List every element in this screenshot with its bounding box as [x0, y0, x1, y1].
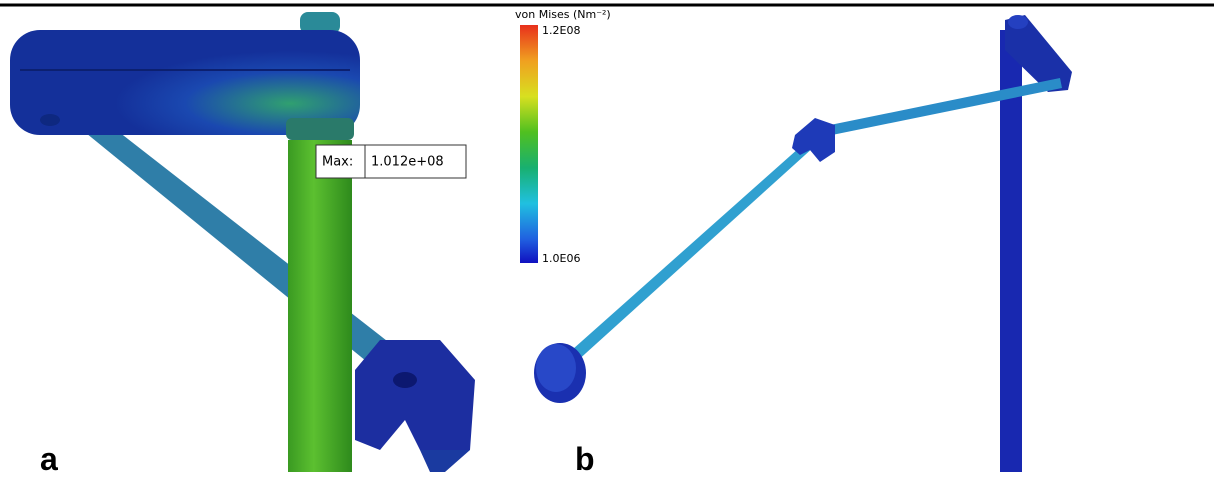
panel-label: b [575, 441, 595, 477]
disc-face [536, 344, 576, 392]
pin [1008, 15, 1028, 29]
block [355, 340, 475, 450]
lower-rod [555, 140, 815, 372]
block-hole [393, 372, 417, 388]
callout-value: 1.012e+08 [371, 155, 444, 170]
panel-label: a [40, 441, 58, 477]
callout-label: Max: [322, 155, 353, 170]
colorbar-scale [520, 25, 538, 263]
collar [286, 118, 354, 140]
figure: Max: 1.012e+08 a von Mises (Nm⁻²) 1.2E08… [0, 0, 1214, 477]
hole [40, 114, 60, 126]
colorbar-min: 1.0E06 [542, 252, 580, 265]
colorbar-max: 1.2E08 [542, 24, 580, 37]
upper-rod [830, 78, 1062, 135]
panel-b: b [534, 15, 1072, 477]
panel-a: Max: 1.012e+08 a [10, 12, 475, 477]
colorbar: von Mises (Nm⁻²) 1.2E08 1.0E06 [515, 8, 611, 265]
colorbar-title: von Mises (Nm⁻²) [515, 8, 611, 21]
pole [288, 140, 352, 472]
lower-bar [420, 450, 470, 472]
